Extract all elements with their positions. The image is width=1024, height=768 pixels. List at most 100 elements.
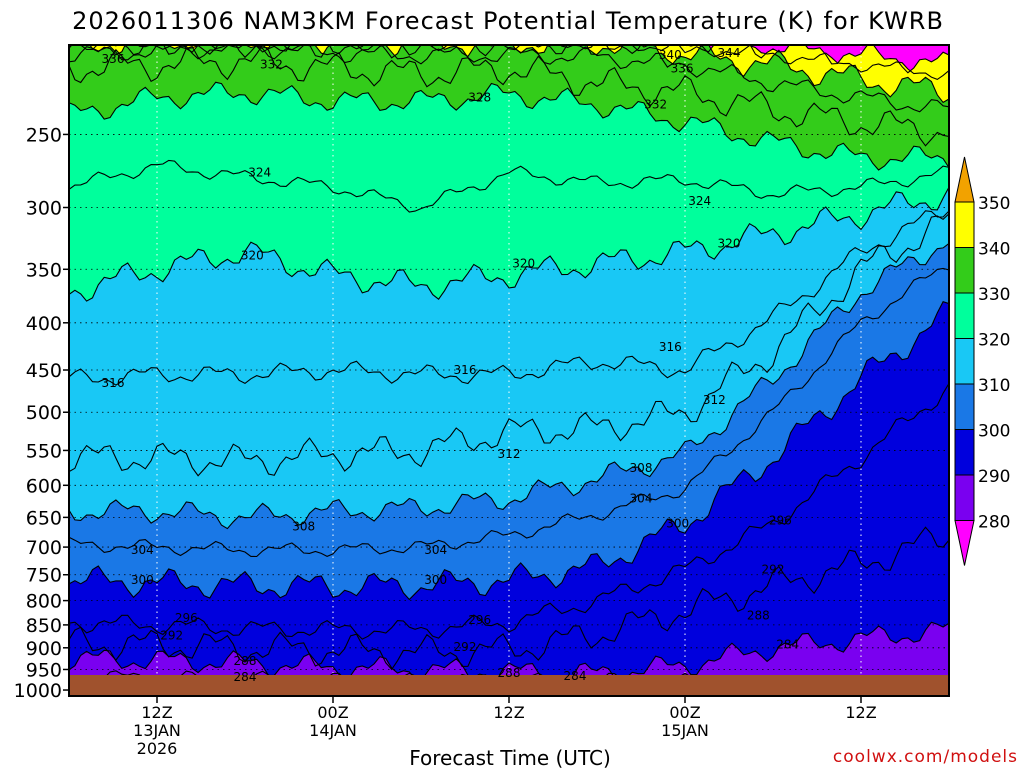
colorbar-label: 320	[978, 331, 1010, 351]
contour-label: 308	[292, 520, 315, 534]
colorbar: 350 340 330 320 310 300 290 280	[954, 156, 1010, 566]
y-tick-label: 900	[26, 638, 62, 660]
contour-label: 328	[468, 91, 491, 105]
isentrope-line	[69, 213, 949, 477]
contour-label: 332	[644, 97, 667, 111]
colorbar-arrow-bottom	[954, 520, 975, 566]
contour-label: 288	[747, 608, 770, 622]
y-tick-label: 450	[26, 360, 62, 382]
colorbar-bin	[954, 338, 975, 385]
colorbar-bin	[954, 429, 975, 476]
y-tick-label: 250	[26, 124, 62, 146]
chart-title: 2026011306 NAM3KM Forecast Potential Tem…	[72, 7, 944, 35]
contour-label: 336	[102, 52, 125, 66]
colorbar-label: 310	[978, 376, 1010, 396]
contour-label: 340	[659, 48, 682, 62]
x-tick-label: 14JAN	[309, 721, 357, 740]
contour-label: 312	[703, 393, 726, 407]
contour-label: 304	[131, 543, 154, 557]
y-tick-label: 550	[26, 440, 62, 462]
x-tick-label: 13JAN	[133, 721, 181, 740]
isentrope-line	[69, 210, 949, 386]
colorbar-bin	[954, 292, 975, 339]
y-axis: 2503003504004505005506006507007508008509…	[14, 124, 69, 702]
contour-label: 316	[454, 363, 477, 377]
y-tick-label: 500	[26, 402, 62, 424]
contour-label: 284	[564, 669, 587, 683]
credit-text: coolwx.com/models	[833, 747, 1018, 767]
isentrope-line	[69, 45, 949, 147]
y-tick-label: 600	[26, 475, 62, 497]
contour-label: 316	[659, 340, 682, 354]
colorbar-label: 280	[978, 513, 1010, 533]
contour-label: 336	[671, 61, 694, 75]
isentrope-line	[69, 45, 949, 113]
contour-label: 292	[454, 640, 477, 654]
isentrope-line	[69, 45, 949, 74]
contour-label: 292	[160, 629, 183, 643]
y-tick-label: 650	[26, 507, 62, 529]
y-tick-label: 950	[26, 659, 62, 681]
ground-surface	[69, 675, 949, 696]
contour-label: 312	[498, 447, 521, 461]
isentrope-line	[89, 45, 949, 104]
isentrope-line	[69, 159, 949, 213]
x-axis-label: Forecast Time (UTC)	[409, 746, 611, 768]
contour-label: 304	[424, 543, 447, 557]
contour-label: 344	[718, 46, 741, 60]
contour-label: 296	[175, 611, 198, 625]
contour-label: 332	[260, 58, 283, 72]
isentrope-line	[69, 383, 949, 640]
x-tick-label: 00Z	[317, 703, 348, 722]
x-tick-label: 15JAN	[661, 721, 709, 740]
y-tick-label: 750	[26, 565, 62, 587]
contour-label: 324	[248, 166, 271, 180]
isentrope-line	[69, 81, 949, 171]
y-tick-label: 1000	[14, 680, 62, 702]
y-tick-label: 300	[26, 198, 62, 220]
colorbar-label: 300	[978, 422, 1010, 442]
contour-label: 320	[512, 257, 535, 271]
y-tick-label: 800	[26, 591, 62, 613]
contour-label: 284	[234, 670, 257, 684]
contour-label: 300	[424, 573, 447, 587]
x-tick-label: 12Z	[141, 703, 172, 722]
contour-label: 296	[769, 513, 792, 527]
isentrope-line	[69, 621, 949, 684]
colorbar-label: 330	[978, 285, 1010, 305]
colorbar-bin	[954, 474, 975, 521]
contour-label: 284	[776, 638, 799, 652]
isentrope-line	[69, 267, 949, 558]
contour-label: 288	[498, 666, 521, 680]
colorbar-label: 350	[978, 194, 1010, 214]
contour-label: 296	[468, 613, 491, 627]
contour-label: 300	[666, 517, 689, 531]
colorbar-label: 340	[978, 240, 1010, 260]
x-tick-label: 12Z	[493, 703, 524, 722]
x-tick-label: 2026	[137, 739, 178, 758]
isentrope-line	[69, 526, 949, 671]
contour-label: 300	[131, 573, 154, 587]
isentrope-line	[69, 301, 949, 601]
x-tick-label: 12Z	[845, 703, 876, 722]
contour-labels: 336 332 328 340 344 336 332 324 324 320 320 320 316 3…	[102, 46, 800, 684]
plot-area: 336 332 328 340 344 336 332 324 324 320 320 320 316 3…	[69, 45, 949, 696]
contour-label: 308	[630, 461, 653, 475]
colorbar-bin	[954, 201, 975, 248]
y-tick-label: 850	[26, 615, 62, 637]
contour-label: 320	[718, 236, 741, 250]
contour-label: 288	[234, 654, 257, 668]
contour-label: 292	[762, 562, 785, 576]
contour-label: 316	[102, 376, 125, 390]
contour-label: 324	[688, 194, 711, 208]
contour-label: 304	[630, 491, 653, 505]
y-tick-label: 400	[26, 313, 62, 335]
colorbar-bin	[954, 247, 975, 294]
colorbar-arrow-top	[954, 156, 975, 203]
isentrope-line	[69, 186, 949, 302]
colorbar-label: 290	[978, 467, 1010, 487]
isentrope-line	[69, 243, 949, 530]
x-tick-label: 00Z	[669, 703, 700, 722]
